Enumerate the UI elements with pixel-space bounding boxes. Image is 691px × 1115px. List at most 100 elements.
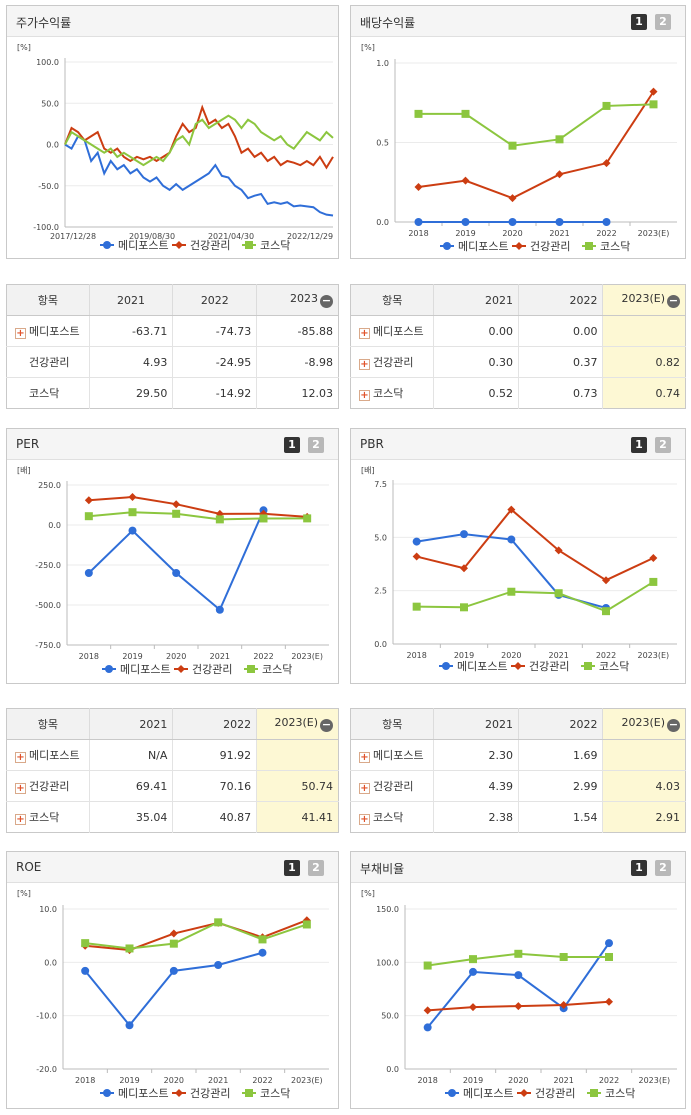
legend-marker xyxy=(584,662,592,670)
data-point xyxy=(555,135,564,144)
y-unit-label: [%] xyxy=(17,889,31,898)
legend-marker xyxy=(585,242,593,250)
data-point xyxy=(507,535,516,544)
x-tick-label: 2019/08/30 xyxy=(129,232,175,241)
legend-label-health: 건강관리 xyxy=(530,240,570,253)
data-point xyxy=(508,218,517,226)
collapse-icon[interactable]: − xyxy=(320,718,333,732)
table-cell: 2.38 xyxy=(433,801,519,833)
collapse-icon[interactable]: − xyxy=(667,718,680,732)
series-line-kosdaq xyxy=(418,103,654,147)
expand-icon[interactable]: + xyxy=(359,390,370,401)
expand-icon[interactable]: + xyxy=(359,359,370,370)
page-1-button[interactable]: 1 xyxy=(631,14,647,30)
expand-icon[interactable]: + xyxy=(15,814,26,825)
row-label-text: 메디포스트 xyxy=(29,749,80,762)
x-tick-label: 2019 xyxy=(122,652,142,661)
dividend-yield-panel: 배당수익률 1 2 [%] 1.0 0.5 0.0 2018 2019 2020 2021 20… xyxy=(350,5,686,259)
row-label-text: 건강관리 xyxy=(373,780,414,793)
panel-header: 주가수익률 xyxy=(7,6,338,37)
row-label[interactable]: + 건강관리 xyxy=(350,770,434,802)
data-point xyxy=(602,576,610,585)
expand-icon[interactable]: + xyxy=(359,328,370,339)
data-point xyxy=(514,971,523,980)
page-2-button[interactable]: 2 xyxy=(308,437,324,453)
data-point xyxy=(84,512,93,521)
table-row: + 메디포스트 N/A 91.92 xyxy=(6,739,339,771)
row-label[interactable]: + 건강관리 xyxy=(6,770,90,802)
row-label[interactable]: + 메디포스트 xyxy=(350,315,434,347)
data-point xyxy=(508,194,517,203)
data-point xyxy=(259,509,268,518)
x-tick-label: 2023(E) xyxy=(638,651,670,660)
column-header: 2021 xyxy=(433,284,519,316)
table-cell: 41.41 xyxy=(256,801,339,833)
x-tick-label: 2022 xyxy=(253,652,273,661)
data-point xyxy=(125,1021,134,1030)
data-point xyxy=(423,1023,432,1032)
x-tick-label: 2020 xyxy=(164,1076,184,1085)
y-tick-label: 100.0 xyxy=(36,58,59,67)
row-label[interactable]: + 메디포스트 xyxy=(6,315,90,347)
series-line-medi xyxy=(416,533,607,609)
table-cell: 0.30 xyxy=(433,346,519,378)
expand-icon[interactable]: + xyxy=(15,752,26,763)
x-tick-label: 2020 xyxy=(508,1076,528,1085)
collapse-icon[interactable]: − xyxy=(667,294,680,308)
row-label-text: 코스닥 xyxy=(29,387,60,400)
data-point xyxy=(128,493,137,501)
legend-marker xyxy=(515,242,523,250)
row-label[interactable]: + 메디포스트 xyxy=(350,739,434,771)
column-header: 항목 xyxy=(350,284,434,316)
collapse-icon[interactable]: − xyxy=(320,294,333,308)
legend-label-kosdaq: 코스닥 xyxy=(605,1087,635,1100)
row-label[interactable]: + 메디포스트 xyxy=(6,739,90,771)
data-point xyxy=(602,607,610,616)
page-2-button[interactable]: 2 xyxy=(655,437,671,453)
data-point xyxy=(84,496,93,505)
legend-label-kosdaq: 코스닥 xyxy=(260,1087,290,1100)
row-label[interactable]: + 코스닥 xyxy=(351,802,434,833)
table-row: + 코스닥 0.52 0.73 0.74 xyxy=(351,377,686,409)
page-1-button[interactable]: 1 xyxy=(284,437,300,453)
expand-icon[interactable]: + xyxy=(15,783,26,794)
row-label[interactable]: + 코스닥 xyxy=(7,802,90,833)
row-label[interactable]: + 건강관리 xyxy=(350,346,434,378)
table-cell: -8.98 xyxy=(256,346,339,378)
data-point xyxy=(412,537,421,546)
y-tick-label: 0.0 xyxy=(374,640,387,649)
y-tick-label: 7.5 xyxy=(374,480,387,489)
x-tick-label: 2023(E) xyxy=(639,1076,671,1085)
pbr-table: 항목 2021 2022 2023(E) − + 메디포스트 2.30 1.69 + 건강관리 4.3… xyxy=(350,708,686,833)
expand-icon[interactable]: + xyxy=(359,752,370,763)
expand-icon[interactable]: + xyxy=(359,783,370,794)
dividend-yield-chart: [%]1.0 0.5 0.0 2018 2019 2020 2021 2022 2023(E) 메… xyxy=(361,43,677,253)
x-tick-label: 2022 xyxy=(596,651,616,660)
legend-marker xyxy=(175,241,183,249)
x-tick-label: 2018 xyxy=(417,1076,437,1085)
page-2-button[interactable]: 2 xyxy=(655,860,671,876)
page-1-button[interactable]: 1 xyxy=(631,860,647,876)
row-label[interactable]: + 코스닥 xyxy=(351,378,434,409)
panel-header: 배당수익률 1 2 xyxy=(351,6,685,37)
y-tick-label: 50.0 xyxy=(41,99,59,108)
data-point xyxy=(649,554,658,563)
column-header: 2021 xyxy=(88,284,173,316)
expand-icon[interactable]: + xyxy=(359,814,370,825)
panel-title: PER xyxy=(16,437,40,451)
legend-label-health: 건강관리 xyxy=(529,660,569,673)
y-unit-label: [%] xyxy=(361,889,375,898)
page-1-button[interactable]: 1 xyxy=(284,860,300,876)
page-2-button[interactable]: 2 xyxy=(308,860,324,876)
legend-label-medi: 메디포스트 xyxy=(458,240,509,253)
page-1-button[interactable]: 1 xyxy=(631,437,647,453)
data-point xyxy=(507,587,516,596)
debt-ratio-panel: 부채비율 1 2 [%] 150.0 100.0 50.0 0.0 2018 2019 202… xyxy=(350,851,686,1109)
panel-title: 부채비율 xyxy=(360,862,405,876)
data-point xyxy=(649,577,658,586)
page-2-button[interactable]: 2 xyxy=(655,14,671,30)
row-label-text: 건강관리 xyxy=(373,356,414,369)
data-point xyxy=(414,109,423,118)
expand-icon[interactable]: + xyxy=(15,328,26,339)
x-tick-label: 2020 xyxy=(166,652,186,661)
